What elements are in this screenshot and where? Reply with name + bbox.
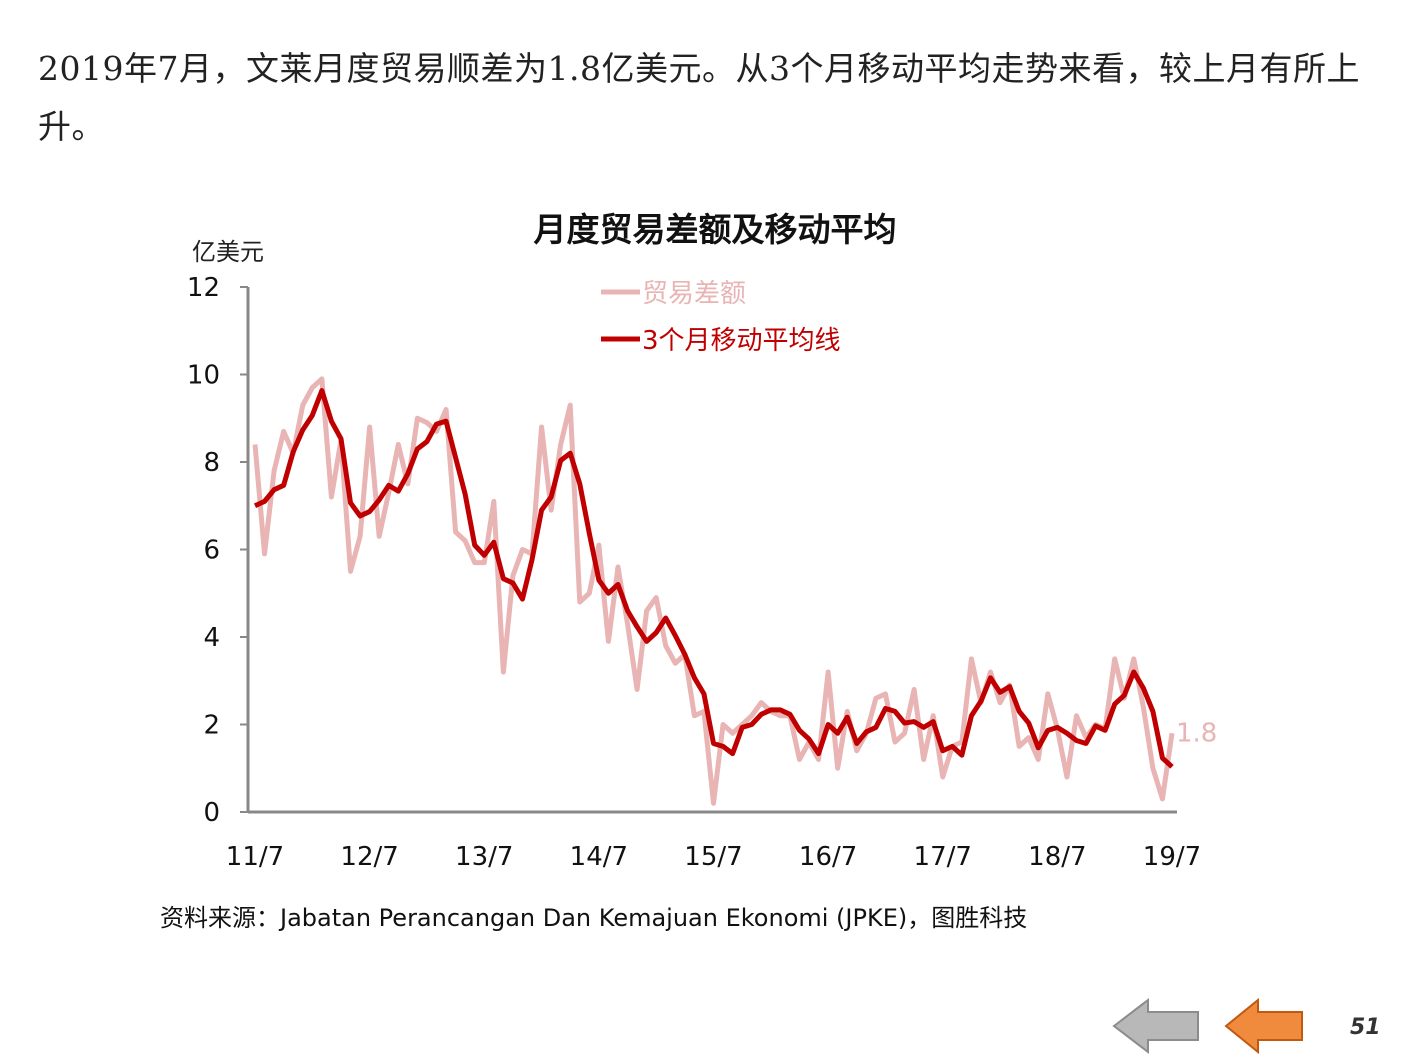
previous-page-arrow-icon[interactable]: [1224, 998, 1306, 1054]
x-tick-label: 16/7: [799, 842, 857, 872]
back-arrow-icon[interactable]: [1112, 998, 1202, 1054]
source-note: 资料来源：Jabatan Perancangan Dan Kemajuan Ek…: [160, 904, 1028, 932]
x-tick-label: 18/7: [1028, 842, 1086, 872]
page-number: 51: [1350, 1015, 1381, 1040]
y-tick-label: 2: [203, 711, 220, 741]
x-tick-label: 19/7: [1143, 842, 1201, 872]
chart-title: 月度贸易差额及移动平均: [533, 210, 897, 249]
x-tick-label: 11/7: [226, 842, 284, 872]
y-axis-unit: 亿美元: [192, 238, 264, 266]
y-tick-label: 10: [187, 361, 220, 391]
y-tick-label: 8: [203, 448, 220, 478]
legend-ma-label: 3个月移动平均线: [642, 326, 841, 356]
x-tick-label: 12/7: [340, 842, 398, 872]
y-tick-label: 0: [203, 798, 220, 828]
x-tick-label: 13/7: [455, 842, 513, 872]
x-tick-label: 14/7: [570, 842, 628, 872]
x-tick-label: 15/7: [684, 842, 742, 872]
y-tick-label: 4: [203, 623, 220, 653]
end-value-label: 1.8: [1176, 718, 1217, 748]
summary-paragraph: 2019年7月，文莱月度贸易顺差为1.8亿美元。从3个月移动平均走势来看，较上月…: [38, 49, 1360, 146]
y-tick-label: 12: [187, 273, 220, 303]
y-tick-label: 6: [203, 536, 220, 566]
moving-average-line: [253, 388, 1174, 769]
legend-trade-label: 贸易差额: [642, 279, 746, 309]
x-tick-label: 17/7: [914, 842, 972, 872]
